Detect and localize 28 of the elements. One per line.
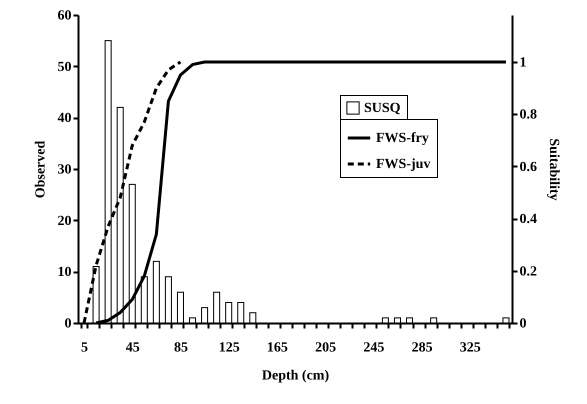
y-tick-label: 50 xyxy=(58,60,72,75)
x-tick-label: 285 xyxy=(412,340,433,356)
y-tick-label: 20 xyxy=(58,214,72,229)
x-tick-label: 205 xyxy=(315,340,336,356)
y-tick-label: 10 xyxy=(58,265,72,280)
x-tick-label: 325 xyxy=(460,340,481,356)
y2-tick-label: 0.6 xyxy=(520,160,537,175)
legend-label: SUSQ xyxy=(364,101,401,116)
x-tick-label: 5 xyxy=(81,340,88,356)
y-tick-label: 40 xyxy=(58,111,72,126)
legend-label: FWS-juv xyxy=(376,157,430,172)
y2-tick-label: 0.2 xyxy=(520,264,537,280)
x-tick-label: 125 xyxy=(218,340,240,356)
y-tick-label: 60 xyxy=(58,8,72,24)
y2-axis-title: Suitability xyxy=(546,138,561,201)
y-tick-label: 0 xyxy=(64,316,72,332)
y-axis-title: Observed xyxy=(34,140,48,198)
x-tick-label: 45 xyxy=(126,340,140,356)
y2-tick-label: 1 xyxy=(520,55,526,70)
x-axis-title: Depth (cm) xyxy=(262,368,330,384)
y2-tick-label: 0.8 xyxy=(520,108,537,123)
x-tick-label: 165 xyxy=(266,340,288,356)
y2-tick-label: 0.4 xyxy=(520,212,537,228)
x-tick-label: 85 xyxy=(174,340,188,356)
y2-tick-label: 0 xyxy=(520,316,526,332)
y-tick-label: 30 xyxy=(58,162,72,178)
legend-label: FWS-fry xyxy=(376,131,429,146)
x-tick-label: 245 xyxy=(363,340,384,356)
